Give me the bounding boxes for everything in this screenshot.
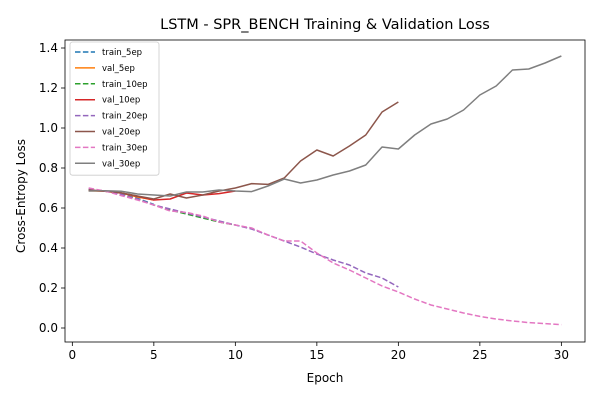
axes-frame bbox=[64, 39, 586, 343]
legend-label: val_10ep bbox=[102, 96, 140, 106]
x-tick-label: 15 bbox=[309, 348, 324, 362]
x-tick-label: 0 bbox=[69, 348, 77, 362]
legend-label: val_30ep bbox=[102, 159, 140, 169]
legend-frame bbox=[69, 41, 160, 176]
x-tick-label: 20 bbox=[391, 348, 406, 362]
x-tick-label: 5 bbox=[150, 348, 158, 362]
legend-label: train_5ep bbox=[102, 48, 142, 58]
legend-label: val_5ep bbox=[102, 64, 135, 74]
legend-label: val_20ep bbox=[102, 128, 140, 138]
y-tick-label: 0.0 bbox=[39, 321, 58, 335]
x-tick-label: 25 bbox=[472, 348, 487, 362]
x-tick-label: 30 bbox=[554, 348, 569, 362]
x-axis-label: Epoch bbox=[307, 371, 344, 385]
y-axis-label: Cross-Entropy Loss bbox=[14, 139, 28, 253]
y-tick-label: 0.6 bbox=[39, 201, 58, 215]
series-line-val-20ep bbox=[88, 101, 399, 200]
y-tick-label: 0.2 bbox=[39, 281, 58, 295]
series-line-train-30ep bbox=[88, 187, 562, 326]
legend: train_5ep val_5ep train_10ep val_10ep train_… bbox=[69, 41, 160, 176]
plot-area: 0 5 10 15 20 25 30 0.0 0.2 0.4 0.6 0.8 1.0 1.2 1.4 bbox=[39, 39, 586, 362]
y-tick-label: 1.4 bbox=[39, 41, 58, 55]
x-tick-label: 10 bbox=[228, 348, 243, 362]
chart-title: LSTM - SPR_BENCH Training & Validation L… bbox=[160, 17, 490, 33]
legend-label: train_10ep bbox=[102, 80, 147, 90]
legend-label: train_20ep bbox=[102, 112, 147, 122]
y-tick-label: 0.4 bbox=[39, 241, 58, 255]
y-tick-label: 1.2 bbox=[39, 81, 58, 95]
y-tick-label: 0.8 bbox=[39, 161, 58, 175]
series-line-val-30ep bbox=[88, 55, 562, 197]
legend-label: train_30ep bbox=[102, 143, 147, 153]
y-tick-label: 1.0 bbox=[39, 121, 58, 135]
